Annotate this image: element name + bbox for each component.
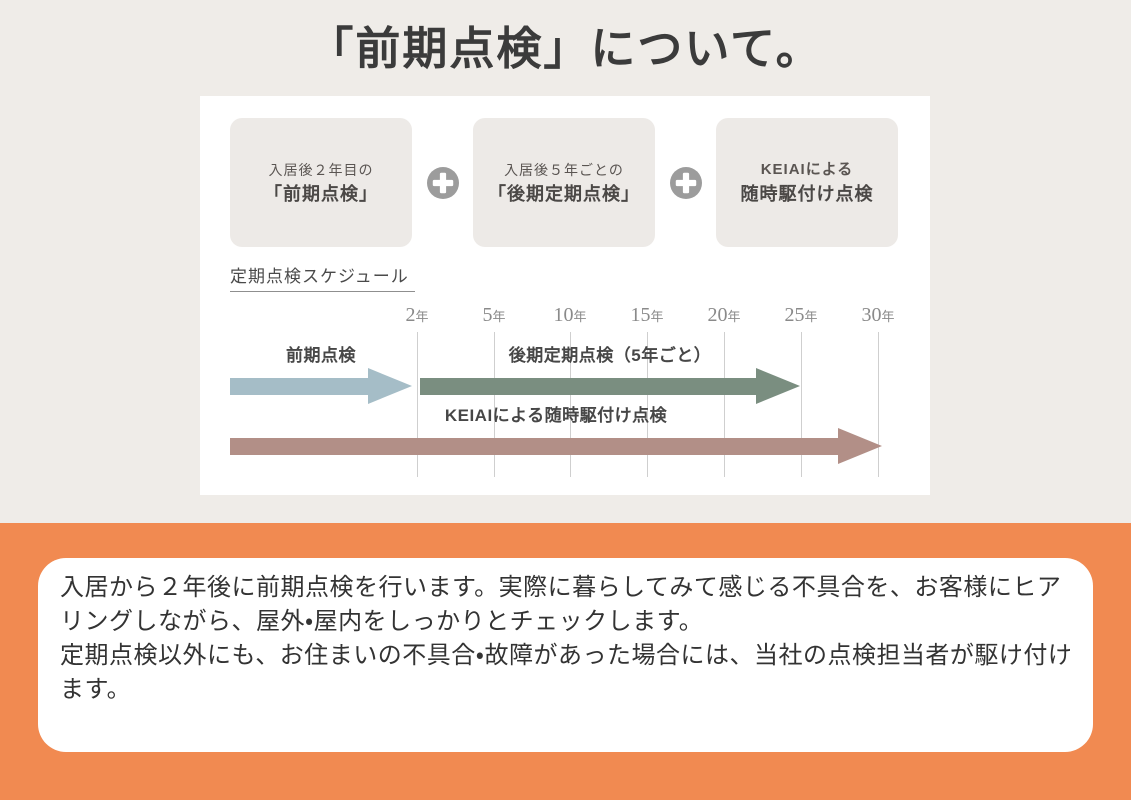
flow-box-title: 随時駆付け点検 — [740, 183, 874, 204]
schedule-heading: 定期点検スケジュール — [230, 262, 415, 292]
arrow-label: 後期定期点検（5年ごと） — [508, 346, 712, 365]
description-box: 入居から２年後に前期点検を行います。実際に暮らしてみて感じる不具合を、お客様にヒ… — [38, 558, 1093, 752]
year-label-15: 15年 — [630, 304, 664, 326]
plus-icon — [655, 118, 716, 247]
year-label-2: 2年 — [405, 304, 429, 326]
year-label-5: 5年 — [482, 304, 506, 326]
flow-box-late-periodic-inspection: 入居後５年ごとの 「後期定期点検」 — [473, 118, 655, 247]
flow-box-title: 「前期点検」 — [264, 183, 378, 204]
year-label-30: 30年 — [861, 304, 895, 326]
flow-box-title: 「後期定期点検」 — [488, 183, 640, 204]
arrow-right-icon — [230, 368, 412, 404]
timeline-tick — [494, 332, 495, 477]
arrow-keiai-oncall-inspection: KEIAIによる随時駆付け点検 — [230, 406, 882, 464]
timeline-tick — [570, 332, 571, 477]
arrow-label: KEIAIによる随時駆付け点検 — [444, 406, 668, 425]
inspection-timeline: 2年 5年 10年 15年 20年 25年 30年 前期点検 後期定期点検（5年… — [200, 96, 930, 495]
timeline-tick — [724, 332, 725, 477]
flow-box-subtitle: KEIAIによる — [760, 160, 854, 178]
timeline-tick — [647, 332, 648, 477]
flow-box-subtitle: 入居後５年ごとの — [504, 161, 624, 178]
timeline-tick — [878, 332, 879, 477]
arrow-label: 前期点検 — [286, 346, 356, 365]
arrow-early-inspection: 前期点検 — [230, 346, 412, 404]
bottom-section: 入居から２年後に前期点検を行います。実際に暮らしてみて感じる不具合を、お客様にヒ… — [0, 523, 1131, 800]
description-paragraph-2: 定期点検以外にも、お住まいの不具合・故障があった場合には、当社の点検担当者が駆け… — [60, 642, 1073, 703]
timeline-tick — [801, 332, 802, 477]
flow-box-early-inspection: 入居後２年目の 「前期点検」 — [230, 118, 412, 247]
year-label-25: 25年 — [784, 304, 818, 326]
timeline-tick — [417, 332, 418, 477]
page-title: 「前期点検」について。 — [308, 23, 823, 74]
arrow-right-icon — [420, 368, 800, 404]
year-label-20: 20年 — [707, 304, 741, 326]
flow-boxes-row: 入居後２年目の 「前期点検」 入居後５年ごとの 「後期定期点検」 — [230, 118, 898, 247]
hero-section: 「前期点検」について。 入居後２年目の 「前期点検」 入居後５年ごとの 「後期定… — [200, 23, 930, 495]
plus-icon — [412, 118, 473, 247]
arrow-right-icon — [230, 428, 882, 464]
year-label-10: 10年 — [553, 304, 587, 326]
description-paragraph-1: 入居から２年後に前期点検を行います。実際に暮らしてみて感じる不具合を、お客様にヒ… — [60, 574, 1062, 635]
arrow-late-periodic-inspection: 後期定期点検（5年ごと） — [420, 346, 800, 404]
flow-box-keiai-oncall-inspection: KEIAIによる 随時駆付け点検 — [716, 118, 898, 247]
inspection-overview-card: 入居後２年目の 「前期点検」 入居後５年ごとの 「後期定期点検」 — [200, 96, 930, 495]
flow-box-subtitle: 入居後２年目の — [268, 161, 374, 178]
